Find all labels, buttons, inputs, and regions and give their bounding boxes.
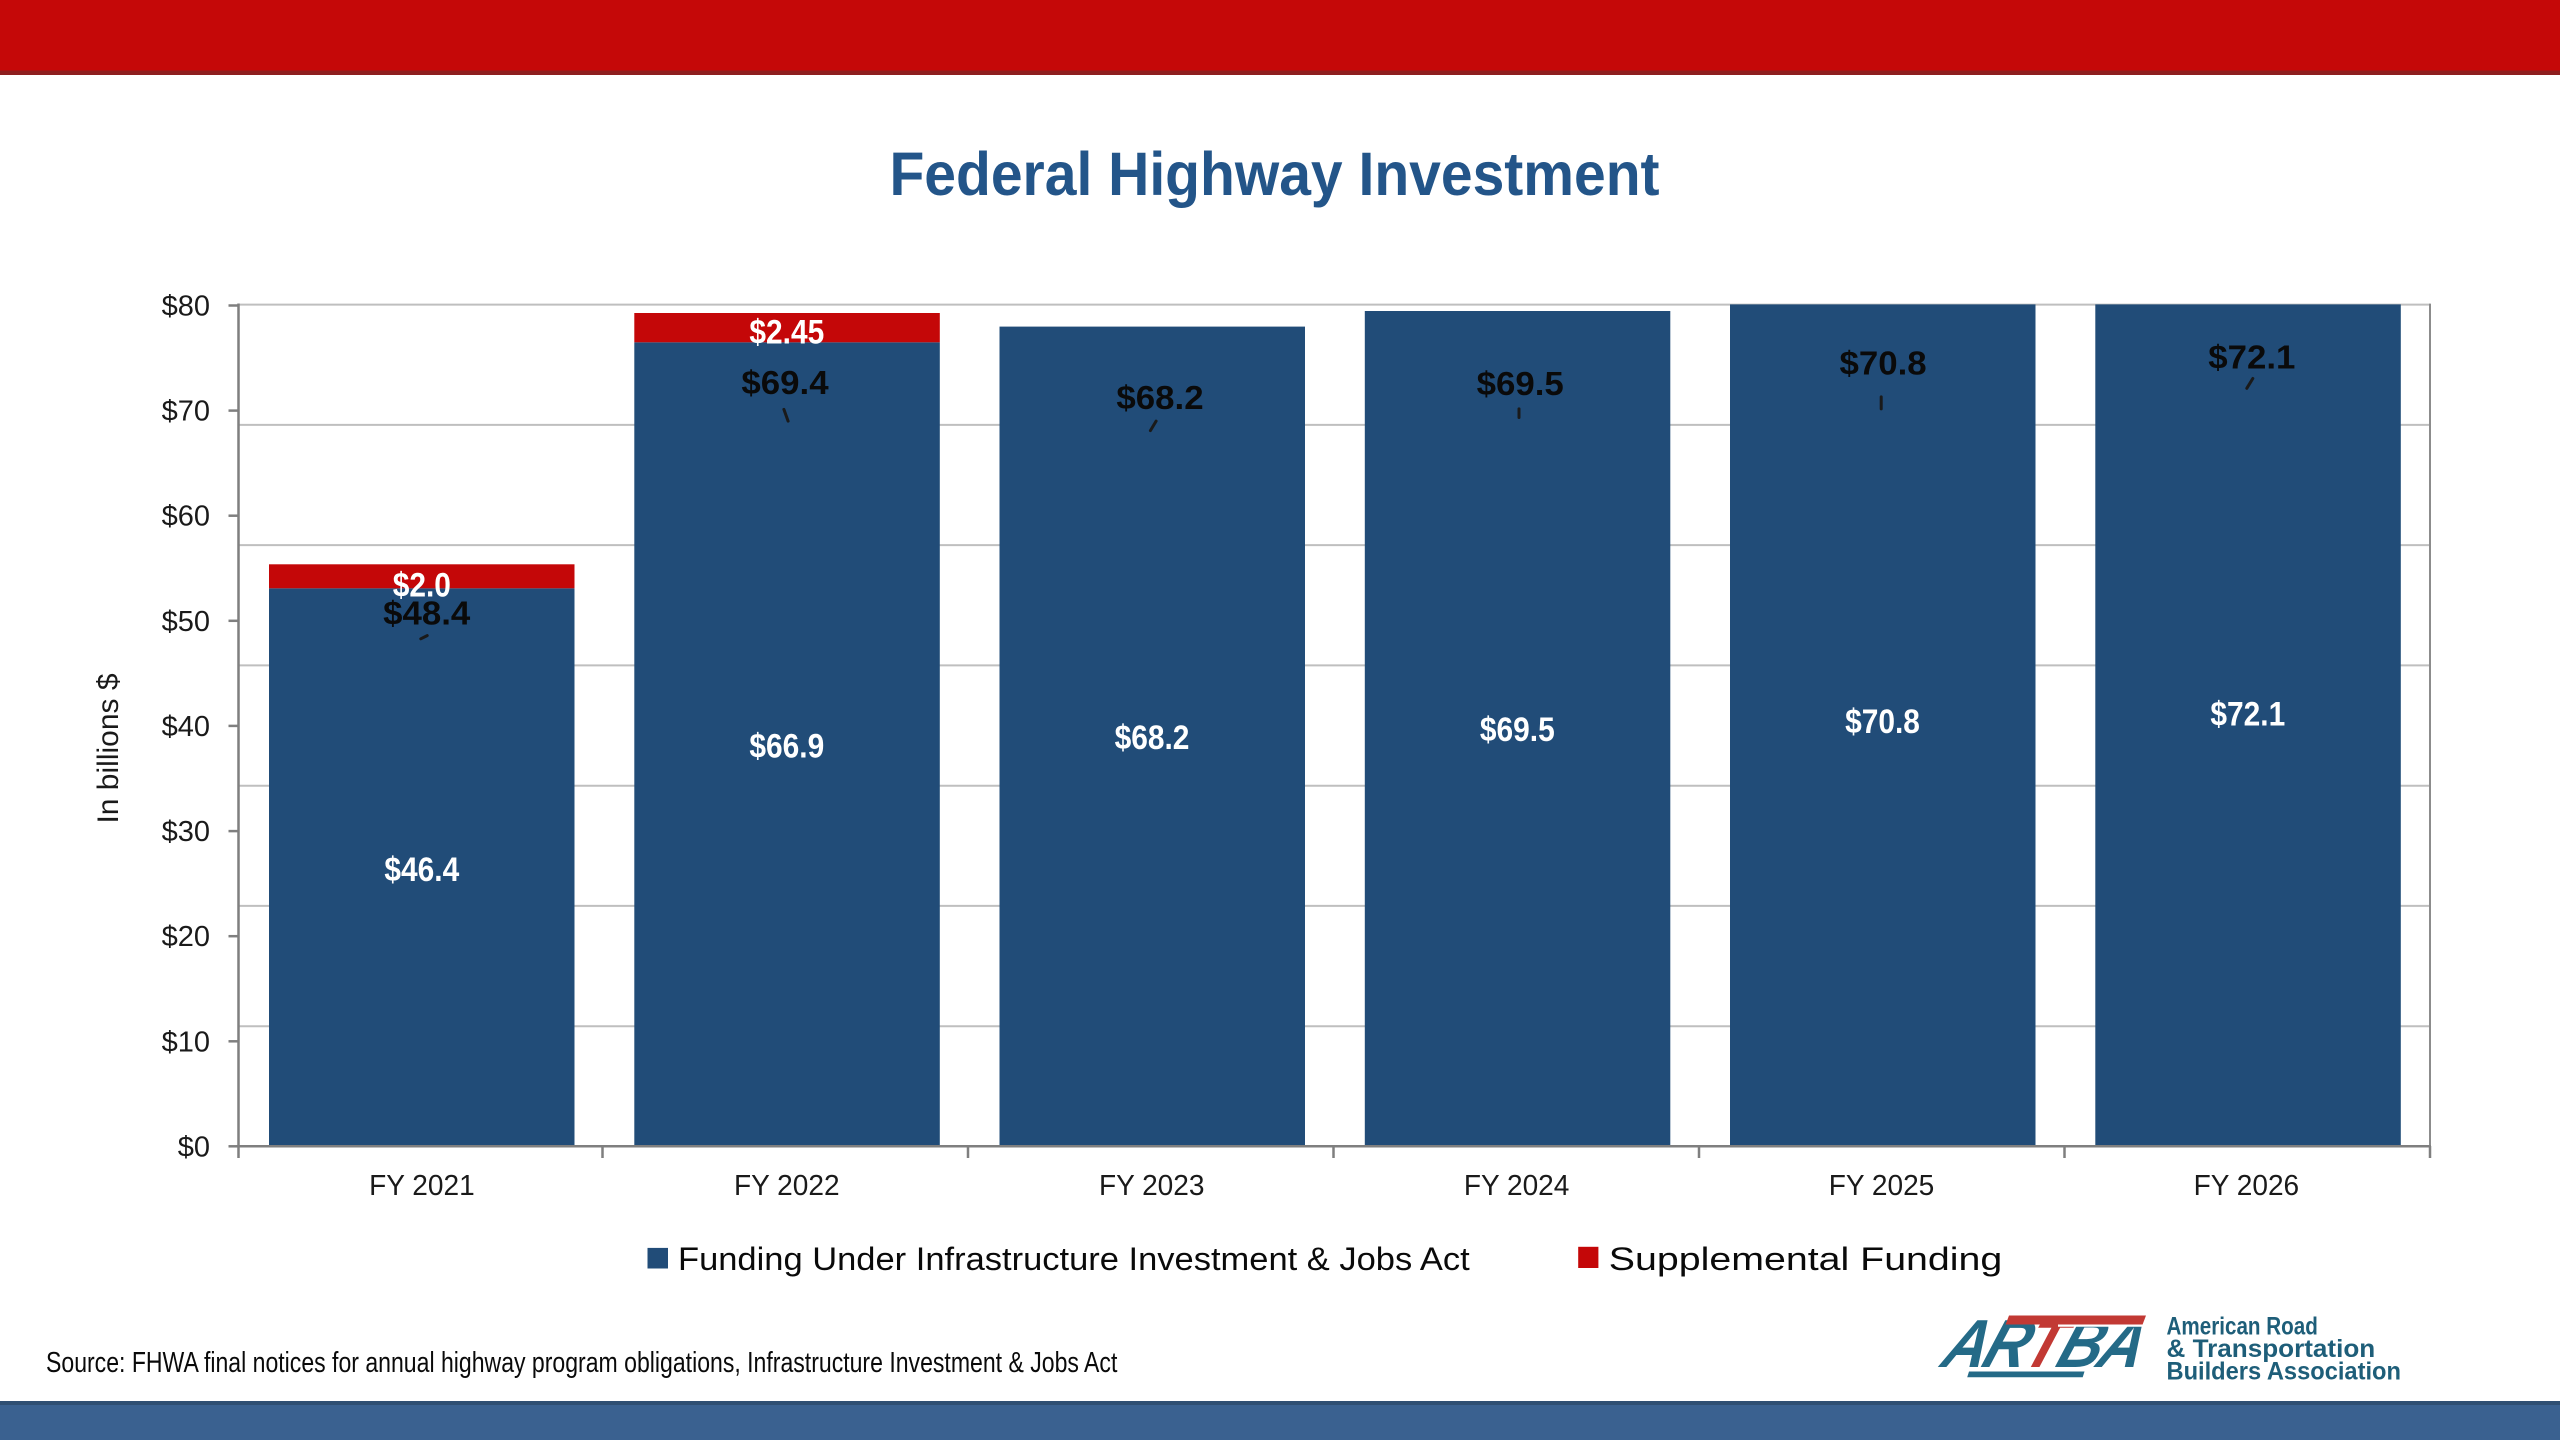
svg-text:$30: $30	[162, 816, 210, 848]
svg-text:$72.1: $72.1	[2210, 695, 2285, 733]
svg-text:$69.5: $69.5	[1477, 366, 1564, 403]
svg-text:$69.4: $69.4	[741, 365, 828, 402]
svg-text:Supplemental Funding: Supplemental Funding	[1609, 1241, 2002, 1277]
svg-text:Source: FHWA final notices for: Source: FHWA final notices for annual hi…	[46, 1345, 1118, 1378]
svg-text:$68.2: $68.2	[1116, 380, 1203, 417]
svg-text:$69.5: $69.5	[1480, 710, 1555, 748]
svg-text:$50: $50	[162, 606, 210, 638]
svg-text:$70: $70	[162, 396, 210, 428]
svg-text:$10: $10	[162, 1026, 210, 1058]
svg-text:American Road: American Road	[2167, 1312, 2318, 1340]
svg-text:$80: $80	[162, 291, 210, 323]
svg-text:$2.45: $2.45	[749, 313, 824, 351]
svg-text:FY 2023: FY 2023	[1099, 1169, 1205, 1202]
svg-text:$0: $0	[178, 1131, 210, 1163]
svg-text:FY 2025: FY 2025	[1829, 1169, 1935, 1202]
svg-text:$46.4: $46.4	[384, 850, 459, 888]
svg-text:$2.0: $2.0	[393, 566, 451, 604]
svg-text:$66.9: $66.9	[749, 727, 824, 765]
svg-text:Builders Association: Builders Association	[2167, 1358, 2401, 1386]
svg-text:FY 2022: FY 2022	[734, 1169, 840, 1202]
svg-text:Funding Under Infrastructure I: Funding Under Infrastructure Investment …	[678, 1242, 1470, 1278]
svg-text:FY 2024: FY 2024	[1464, 1169, 1570, 1202]
svg-text:$40: $40	[162, 711, 210, 743]
svg-text:$70.8: $70.8	[1840, 345, 1927, 382]
svg-text:$60: $60	[162, 501, 210, 533]
svg-text:$68.2: $68.2	[1115, 718, 1190, 756]
svg-text:FY 2026: FY 2026	[2194, 1169, 2300, 1202]
svg-text:Federal Highway Investment: Federal Highway Investment	[889, 139, 1659, 208]
svg-text:FY 2021: FY 2021	[369, 1169, 475, 1202]
svg-text:$48.4: $48.4	[383, 595, 470, 632]
svg-text:In billions $: In billions $	[92, 673, 125, 823]
svg-text:& Transportation: & Transportation	[2167, 1335, 2376, 1362]
svg-text:$70.8: $70.8	[1845, 702, 1920, 740]
svg-text:$20: $20	[162, 921, 210, 953]
svg-text:$72.1: $72.1	[2208, 339, 2295, 376]
